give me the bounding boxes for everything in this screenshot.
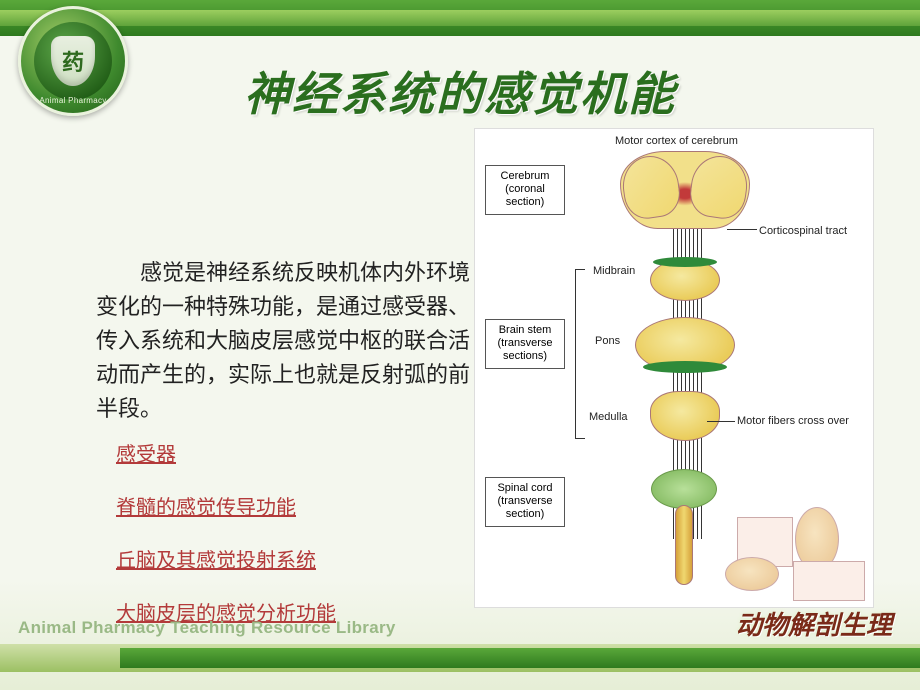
body-paragraph-text: 感觉是神经系统反映机体内外环境变化的一种特殊功能，是通过感受器、传入系统和大脑皮… bbox=[96, 256, 476, 426]
box-brainstem: Brain stem(transversesections) bbox=[485, 319, 565, 369]
slide-root: 药 Animal Pharmacy 神经系统的感觉机能 感觉是神经系统反映机体内… bbox=[0, 0, 920, 690]
link-thalamus[interactable]: 丘脑及其感觉投射系统 bbox=[116, 544, 336, 573]
shape-midbrain-band bbox=[653, 257, 717, 267]
leader-crossover bbox=[707, 421, 735, 422]
label-midbrain: Midbrain bbox=[593, 265, 635, 277]
footer-left-label: Animal Pharmacy Teaching Resource Librar… bbox=[18, 618, 396, 638]
label-pons: Pons bbox=[595, 335, 620, 347]
footer-band-inner bbox=[120, 648, 920, 668]
link-spinal-cord[interactable]: 脊髓的感觉传导功能 bbox=[116, 491, 336, 520]
shape-spinal-section bbox=[651, 469, 717, 509]
footer-right-label: 动物解剖生理 bbox=[736, 605, 892, 642]
neural-pathway-diagram: Motor cortex of cerebrum Cerebrum(corona… bbox=[474, 128, 874, 608]
slide-title: 神经系统的感觉机能 bbox=[0, 58, 920, 124]
shape-cerebrum bbox=[620, 151, 750, 229]
box-spinal: Spinal cord(transversesection) bbox=[485, 477, 565, 527]
label-crossover: Motor fibers cross over bbox=[737, 415, 849, 427]
label-corticospinal: Corticospinal tract bbox=[759, 225, 847, 237]
shape-pons-band bbox=[643, 361, 727, 373]
footer-band bbox=[0, 644, 920, 672]
shape-spinal-cord bbox=[675, 505, 693, 585]
body-paragraph: 感觉是神经系统反映机体内外环境变化的一种特殊功能，是通过感受器、传入系统和大脑皮… bbox=[96, 256, 476, 426]
header-band bbox=[0, 0, 920, 36]
box-brainstem-text: Brain stem(transversesections) bbox=[497, 324, 552, 362]
header-band-inner bbox=[0, 10, 920, 26]
label-medulla: Medulla bbox=[589, 411, 628, 423]
link-receptors[interactable]: 感受器 bbox=[116, 438, 336, 467]
thumb-4 bbox=[725, 557, 779, 591]
label-motor-cortex: Motor cortex of cerebrum bbox=[615, 135, 738, 147]
box-cerebrum-text: Cerebrum(coronalsection) bbox=[501, 170, 550, 208]
shape-medulla bbox=[650, 391, 720, 441]
thumb-3 bbox=[793, 561, 865, 601]
box-cerebrum: Cerebrum(coronalsection) bbox=[485, 165, 565, 215]
leader-corticospinal bbox=[727, 229, 757, 230]
box-spinal-text: Spinal cord(transversesection) bbox=[497, 482, 552, 520]
bracket-brainstem bbox=[575, 269, 585, 439]
